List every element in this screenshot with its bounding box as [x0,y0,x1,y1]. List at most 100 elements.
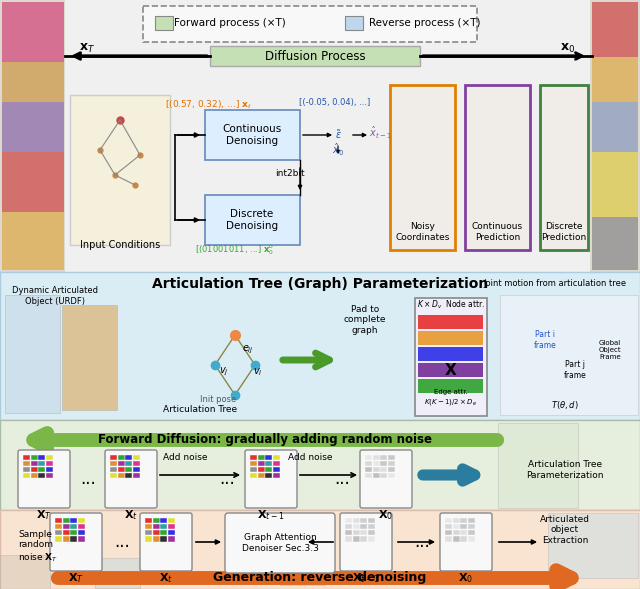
Bar [110,461,117,466]
Bar [380,467,387,472]
Bar [38,455,45,460]
Bar [592,57,638,102]
FancyBboxPatch shape [140,513,192,571]
Text: $v_j$: $v_j$ [219,366,229,378]
Bar [153,524,160,530]
Bar [258,461,265,466]
Bar [210,46,420,66]
Bar [353,518,360,523]
Bar [38,467,45,472]
Bar [78,530,85,535]
Bar [133,461,140,466]
Bar [380,455,387,460]
Text: Continuous
Prediction: Continuous Prediction [472,222,523,241]
FancyBboxPatch shape [245,450,297,508]
Text: Joint motion from articulation tree: Joint motion from articulation tree [483,280,627,289]
Text: Articulation Tree: Articulation Tree [163,405,237,415]
Bar [498,423,578,508]
Bar [23,461,30,466]
Text: Init pose: Init pose [200,395,236,405]
Bar [153,536,160,541]
Text: Forward Diffusion: gradually adding random noise: Forward Diffusion: gradually adding rand… [98,434,432,446]
Bar [345,524,352,530]
Bar [145,530,152,535]
Bar [388,455,395,460]
Text: [(01001011, ...] $\mathbf{x}_0^b$: [(01001011, ...] $\mathbf{x}_0^b$ [195,243,275,257]
Bar [452,518,460,523]
Bar [2,62,64,102]
Bar [133,455,140,460]
FancyBboxPatch shape [105,450,157,508]
Bar [0,555,50,589]
Text: $K \times D_v$  Node attr.: $K \times D_v$ Node attr. [417,299,485,311]
Text: Reverse process (×T): Reverse process (×T) [369,18,481,28]
Bar [0,272,640,420]
Bar [63,530,70,535]
Bar [468,530,475,535]
Bar [2,212,64,270]
Text: $\mathbf{x}_T$: $\mathbf{x}_T$ [79,41,95,55]
Bar [110,467,117,472]
Text: ...: ... [414,533,430,551]
Bar [445,518,452,523]
Bar [388,473,395,478]
Bar [118,461,125,466]
Bar [592,102,638,152]
Bar [500,295,638,415]
Bar [168,518,175,523]
Bar [592,152,638,217]
Bar [125,467,132,472]
Bar [418,347,483,361]
Bar [110,473,117,478]
Text: Forward process (×T): Forward process (×T) [174,18,286,28]
Bar [345,530,352,535]
Bar [360,524,367,530]
Bar [368,524,375,530]
Bar [345,536,352,541]
Bar [548,513,638,578]
Bar [0,420,640,510]
Bar [125,455,132,460]
Text: $e_{ij}$: $e_{ij}$ [242,344,254,356]
Text: $\mathbf{X}$: $\mathbf{X}$ [444,362,458,378]
Bar [468,518,475,523]
FancyBboxPatch shape [340,513,392,571]
Bar [372,461,380,466]
Bar [125,473,132,478]
Bar [353,536,360,541]
Bar [388,461,395,466]
Bar [372,473,380,478]
Bar [78,524,85,530]
Bar [258,473,265,478]
Bar [46,455,53,460]
Bar [153,518,160,523]
Text: ...: ... [334,470,350,488]
Bar [445,524,452,530]
Bar [460,530,467,535]
Bar [258,467,265,472]
Bar [31,461,38,466]
Bar [452,524,460,530]
Bar [372,455,380,460]
Bar [452,536,460,541]
Text: $\mathbf{X}_{t-1}$: $\mathbf{X}_{t-1}$ [352,571,380,585]
Text: Part i
frame: Part i frame [534,330,556,350]
Bar [592,217,638,270]
FancyBboxPatch shape [440,513,492,571]
Bar [70,95,170,245]
Bar [465,85,530,250]
Bar [360,518,367,523]
Text: Discrete
Denoising: Discrete Denoising [226,209,278,231]
Text: Articulation Tree
Parameterization: Articulation Tree Parameterization [526,460,604,479]
Bar [418,379,483,393]
Bar [368,530,375,535]
Text: Dynamic Articulated
Object (URDF): Dynamic Articulated Object (URDF) [12,286,98,306]
Bar [31,455,38,460]
Bar [55,524,62,530]
Text: $v_i$: $v_i$ [253,366,263,378]
Bar [273,473,280,478]
Bar [368,518,375,523]
Text: Add noise: Add noise [288,454,332,462]
Bar [280,555,325,585]
Bar [38,461,45,466]
